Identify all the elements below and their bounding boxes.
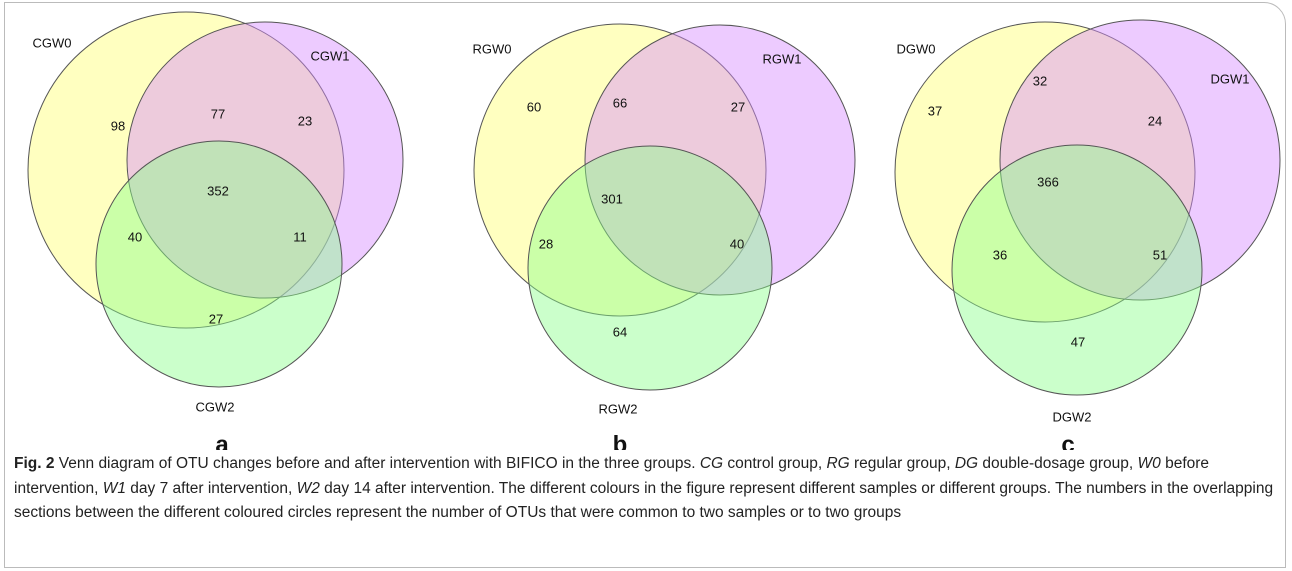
caption-text: double-dosage group, bbox=[978, 455, 1138, 472]
set-label: DGW2 bbox=[1053, 409, 1092, 424]
panel-label: a bbox=[215, 431, 229, 450]
region-count: 23 bbox=[298, 113, 312, 128]
region-count: 37 bbox=[928, 103, 942, 118]
region-count: 366 bbox=[1037, 174, 1059, 189]
caption-label: Fig. 2 bbox=[14, 455, 55, 472]
set-circle bbox=[527, 145, 773, 391]
region-count: 24 bbox=[1148, 113, 1162, 128]
set-circle bbox=[999, 19, 1281, 301]
region-count: 40 bbox=[730, 236, 744, 251]
region-count: 27 bbox=[209, 311, 223, 326]
region-count: 352 bbox=[207, 183, 229, 198]
set-circle bbox=[27, 11, 345, 329]
caption: Fig. 2 Venn diagram of OTU changes befor… bbox=[14, 452, 1276, 526]
region-count: 301 bbox=[601, 191, 623, 206]
set-label: RGW1 bbox=[763, 51, 802, 66]
set-label: CGW2 bbox=[196, 399, 235, 414]
region-count: 47 bbox=[1071, 334, 1085, 349]
region-count: 98 bbox=[111, 118, 125, 133]
caption-text: Venn diagram of OTU changes before and a… bbox=[54, 455, 700, 472]
region-count: 36 bbox=[993, 247, 1007, 262]
set-label: CGW1 bbox=[311, 48, 350, 63]
set-label: RGW0 bbox=[473, 41, 512, 56]
set-circle bbox=[473, 23, 767, 317]
venn-figure: CGW0 CGW1 CGW2 98 77 23 352 40 11 27 a RGW0 RGW1 RGW2… bbox=[27, 11, 1281, 450]
set-circle bbox=[584, 24, 856, 296]
region-count: 51 bbox=[1153, 247, 1167, 262]
set-circle bbox=[894, 21, 1196, 323]
caption-text: day 7 after intervention, bbox=[126, 479, 297, 497]
caption-text: RG bbox=[826, 455, 850, 472]
region-count: 27 bbox=[731, 99, 745, 114]
region-count: 66 bbox=[613, 95, 627, 110]
region-count: 32 bbox=[1033, 73, 1047, 88]
region-count: 60 bbox=[527, 99, 541, 114]
set-circle bbox=[126, 21, 404, 299]
caption-text: regular group, bbox=[849, 455, 955, 472]
panel-label: b bbox=[613, 431, 628, 450]
caption-text: DG bbox=[954, 455, 979, 472]
figure-frame bbox=[4, 2, 1286, 568]
region-count: 11 bbox=[293, 229, 307, 244]
caption-text: day 14 after intervention. The different… bbox=[14, 479, 1278, 522]
set-label: CGW0 bbox=[33, 35, 72, 50]
set-label: DGW1 bbox=[1211, 71, 1250, 86]
region-count: 64 bbox=[613, 324, 627, 339]
set-label: DGW0 bbox=[897, 41, 936, 56]
region-count: 40 bbox=[128, 229, 142, 244]
panel-label: c bbox=[1061, 431, 1074, 450]
set-label: RGW2 bbox=[599, 401, 638, 416]
caption-text: control group, bbox=[723, 455, 827, 472]
caption-text: W0 bbox=[1137, 455, 1161, 472]
set-circle bbox=[95, 140, 343, 388]
caption-text: W2 bbox=[296, 479, 320, 497]
caption-text: CG bbox=[699, 455, 724, 472]
region-count: 28 bbox=[539, 236, 553, 251]
caption-text: before intervention, bbox=[14, 455, 1214, 497]
region-count: 77 bbox=[211, 106, 225, 121]
caption-text: W1 bbox=[102, 479, 126, 497]
set-circle bbox=[951, 144, 1203, 396]
